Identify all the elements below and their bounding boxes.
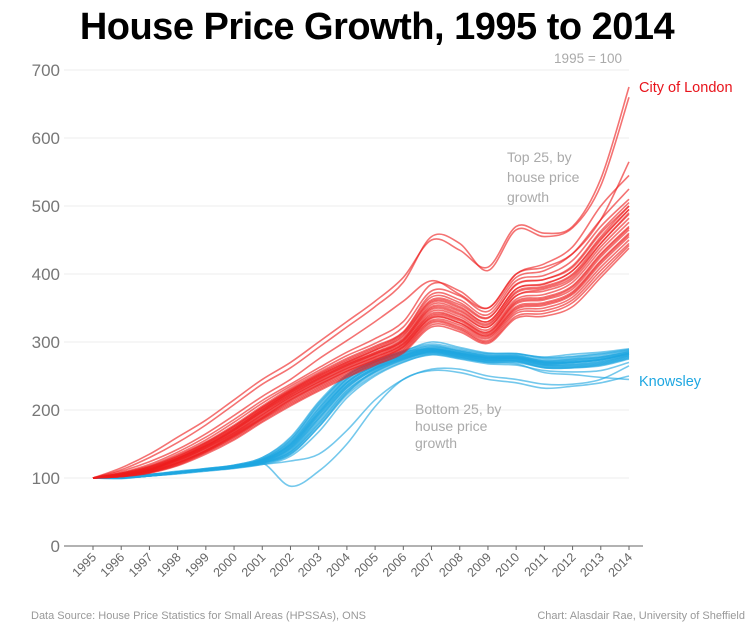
x-tick-label: 1996 (98, 550, 128, 580)
x-tick-label: 2008 (436, 550, 466, 580)
top-annotation-line: house price (507, 169, 580, 185)
chart-credit: Chart: Alasdair Rae, University of Sheff… (537, 610, 745, 622)
bottom-group-annotation: Bottom 25, by house price growth (415, 401, 505, 451)
top-25-series-line (92, 208, 630, 479)
x-tick-label: 2000 (211, 550, 241, 580)
x-tick-label: 2003 (295, 550, 325, 580)
x-tick-label: 1997 (126, 550, 156, 580)
top-25-series-line (92, 161, 630, 479)
top-25-series-line (92, 227, 630, 479)
top-group-annotation: Top 25, by house price growth (507, 149, 583, 205)
x-tick-label: 2011 (522, 550, 551, 579)
y-tick-label: 600 (32, 129, 60, 148)
top-series-layer (92, 86, 630, 479)
x-tick-label: 2004 (323, 550, 353, 580)
x-tick-label: 2006 (380, 550, 410, 580)
x-tick-label: 2002 (267, 550, 297, 580)
city-of-london-label: City of London (639, 80, 733, 96)
top-25-series-line (92, 198, 630, 479)
y-tick-label: 200 (32, 401, 60, 420)
x-tick-label: 2007 (408, 550, 438, 580)
x-tick-label: 1998 (154, 550, 184, 580)
top-25-series-line (92, 234, 630, 479)
y-tick-label: 400 (32, 265, 60, 284)
x-tick-label: 1999 (182, 550, 212, 580)
city-of-london-line (92, 86, 630, 479)
x-tick-label: 2012 (549, 550, 579, 580)
top-25-series-line (92, 247, 630, 479)
bottom-25-series-line (92, 348, 630, 480)
x-tick-label: 2013 (577, 550, 607, 580)
axis-layer: 0 100 200 300 400 500 600 700 199519961997199819… (32, 61, 643, 580)
y-tick-label: 0 (51, 537, 60, 556)
chart-title: House Price Growth, 1995 to 2014 (79, 6, 675, 48)
data-source-note: Data Source: House Price Statistics for … (31, 610, 367, 622)
top-25-series-line (92, 208, 630, 479)
x-tick-label: 2014 (606, 550, 636, 580)
bottom-annotation-line: Bottom 25, by (415, 401, 501, 417)
y-tick-label: 100 (32, 469, 60, 488)
grid-layer (64, 69, 629, 479)
bottom-25-series-line (92, 369, 630, 488)
top-25-series-line (92, 202, 630, 479)
top-25-series-line (92, 174, 630, 479)
bottom-annotation-line: house price (415, 418, 488, 434)
chart-subtitle: 1995 = 100 (554, 51, 622, 66)
x-tick-label: 2010 (493, 550, 523, 580)
top-annotation-line: growth (507, 189, 549, 205)
x-tick-label: 2001 (239, 550, 269, 580)
y-tick-label: 300 (32, 333, 60, 352)
top-25-series-line (92, 96, 630, 479)
top-annotation-line: Top 25, by (507, 149, 572, 165)
y-tick-label: 700 (32, 61, 60, 80)
x-tick-label: 2005 (352, 550, 382, 580)
knowsley-label: Knowsley (639, 374, 702, 390)
top-25-series-line (92, 188, 630, 479)
x-tick-label: 2009 (465, 550, 495, 580)
bottom-annotation-line: growth (415, 435, 457, 451)
x-tick-label: 1995 (70, 550, 100, 580)
y-tick-label: 500 (32, 197, 60, 216)
